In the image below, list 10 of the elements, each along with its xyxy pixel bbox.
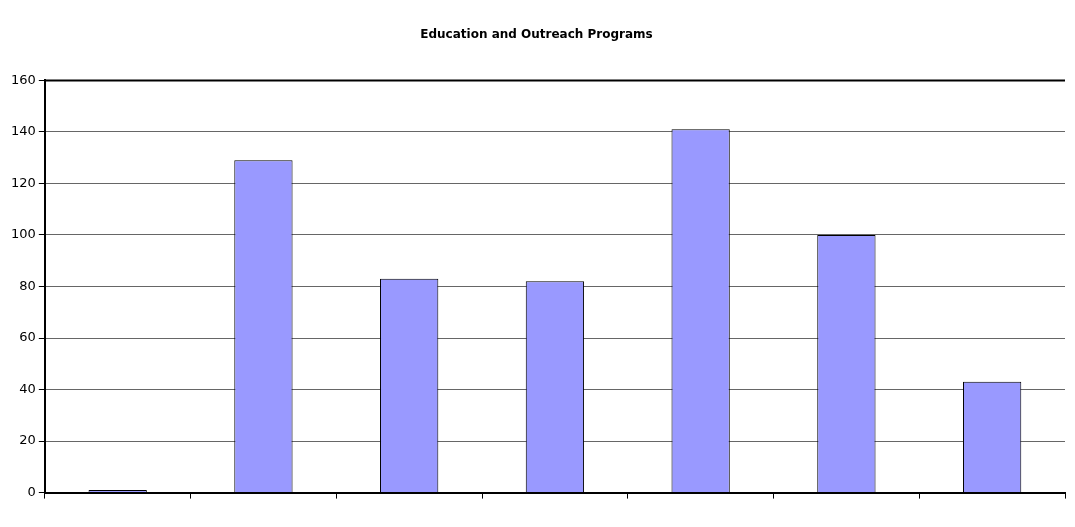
y-tick-label: 120: [10, 174, 36, 190]
y-tick-label: 40: [19, 380, 36, 396]
y-tick-label: 0: [27, 483, 36, 499]
y-tick-label: 80: [19, 277, 36, 293]
y-tick-label: 20: [19, 432, 36, 448]
chart-title: Education and Outreach Programs: [420, 27, 653, 42]
y-tick-label: 100: [10, 226, 36, 242]
y-tick-label: 140: [10, 123, 36, 139]
y-tick-label: 160: [10, 71, 36, 87]
y-tick-label: 60: [19, 329, 36, 345]
